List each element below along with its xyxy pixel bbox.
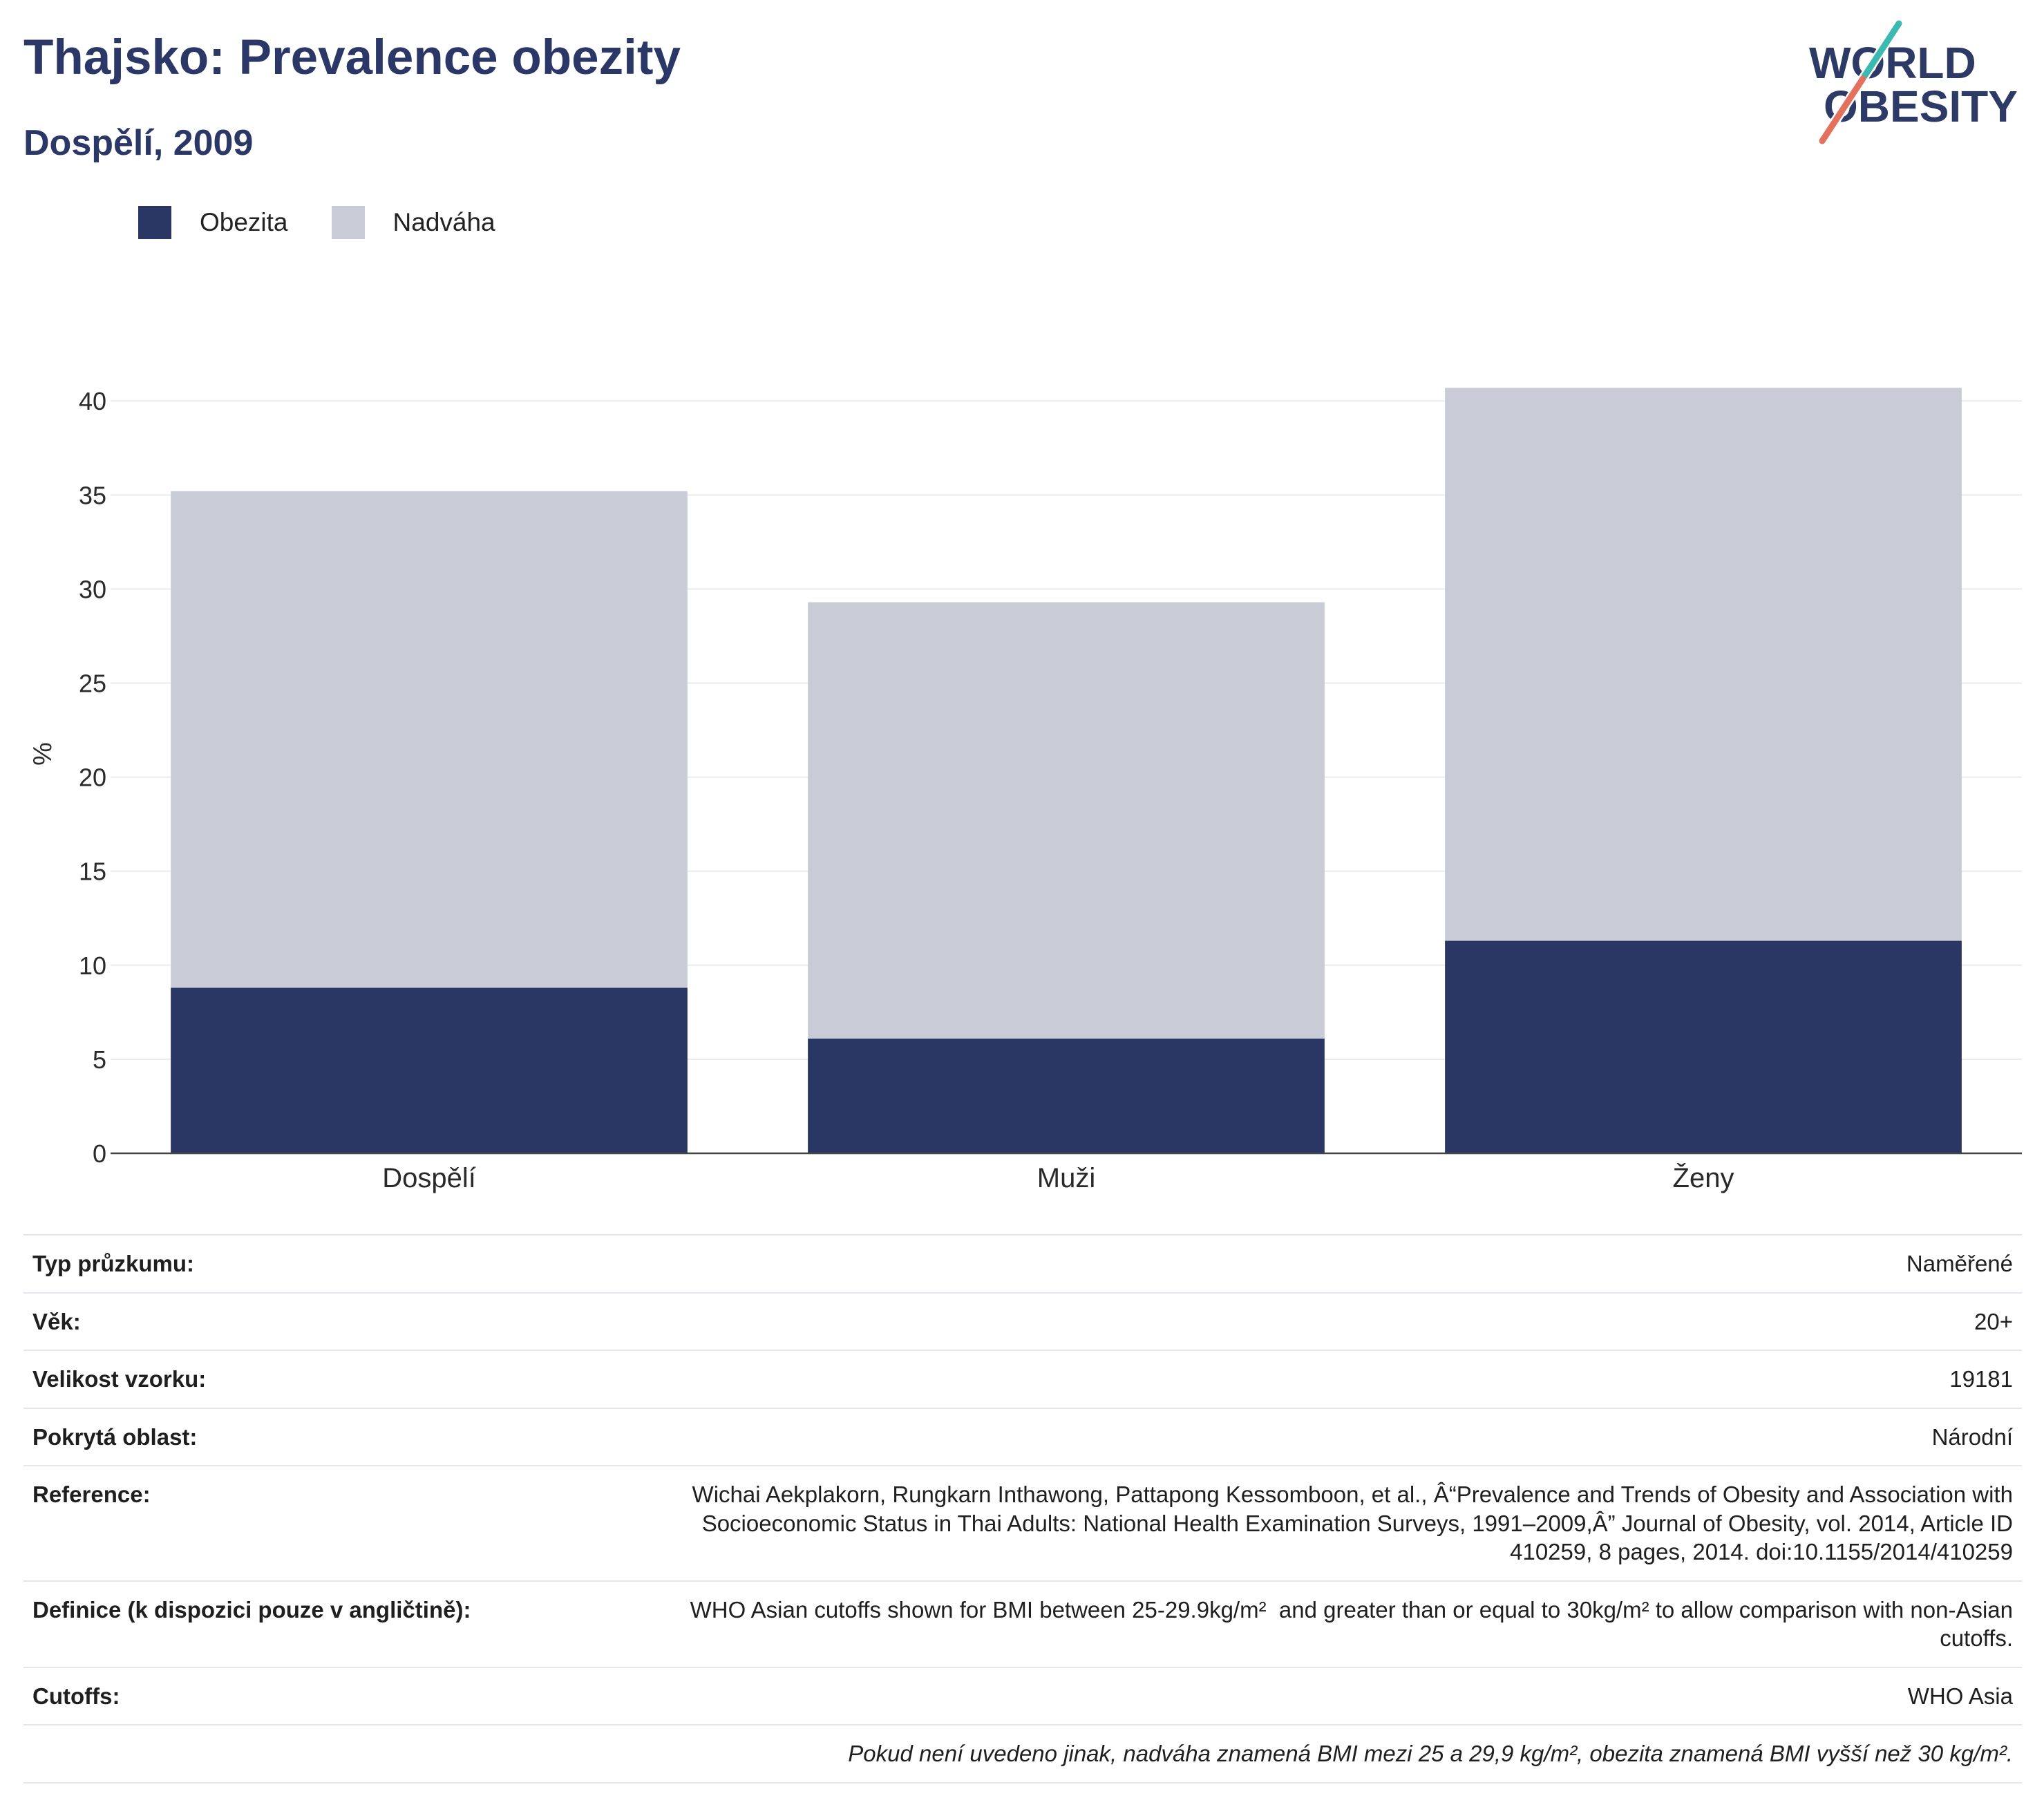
info-row-sample-size: Velikost vzorku: 19181 xyxy=(23,1350,2022,1408)
bmi-definition-note: Pokud není uvedeno jinak, nadváha znamen… xyxy=(848,1741,2013,1766)
y-tick-label: 15 xyxy=(79,858,106,886)
chart-legend: Obezita Nadváha xyxy=(138,206,539,239)
definition-value: WHO Asian cutoffs shown for BMI between … xyxy=(690,1596,2020,1652)
x-axis-tick-labels: Dospělí Muži Ženy xyxy=(382,1162,1734,1193)
survey-info-table: Typ průzkumu: Naměřené Věk: 20+ Velikost… xyxy=(23,1234,2022,1784)
bar-obezita-muzi xyxy=(808,1038,1325,1153)
legend-swatch-obezita xyxy=(138,206,171,239)
cutoffs-value: WHO Asia xyxy=(1907,1683,2013,1709)
legend-label-nadvaha: Nadváha xyxy=(392,208,495,236)
y-tick-label: 5 xyxy=(93,1046,106,1074)
legend-label-obezita: Obezita xyxy=(200,208,288,236)
info-row-age: Věk: 20+ xyxy=(23,1292,2022,1350)
survey-type-label: Typ průzkumu: xyxy=(32,1251,195,1276)
survey-type-value: Naměřené xyxy=(1906,1251,2013,1276)
age-value: 20+ xyxy=(1974,1308,2013,1334)
bar-obezita-dospeli xyxy=(171,987,688,1153)
coverage-value: Národní xyxy=(1931,1424,2013,1450)
bar-nadvaha-zeny xyxy=(1445,388,1962,941)
y-axis-tick-labels: 0 5 10 15 20 25 30 35 40 xyxy=(79,387,106,1168)
info-row-survey-type: Typ průzkumu: Naměřené xyxy=(23,1234,2022,1292)
x-tick-label-muzi: Muži xyxy=(1037,1163,1095,1193)
reference-value: Wichai Aekplakorn, Rungkarn Inthawong, P… xyxy=(692,1482,2020,1564)
info-row-cutoffs: Cutoffs: WHO Asia xyxy=(23,1666,2022,1725)
bar-nadvaha-muzi xyxy=(808,602,1325,1039)
chart-subtitle: Dospělí, 2009 xyxy=(23,123,254,163)
y-tick-label: 35 xyxy=(79,481,106,509)
y-tick-label: 10 xyxy=(79,952,106,980)
y-tick-label: 40 xyxy=(79,387,106,415)
logo-slash-teal xyxy=(1861,20,1902,79)
legend-swatch-nadvaha xyxy=(331,206,365,239)
logo-slash-coral xyxy=(1819,75,1866,144)
bar-obezita-zeny xyxy=(1445,940,1962,1153)
y-tick-label: 20 xyxy=(79,764,106,792)
x-tick-label-dospeli: Dospělí xyxy=(382,1163,476,1193)
sample-size-label: Velikost vzorku: xyxy=(32,1366,207,1392)
info-row-reference: Reference: Wichai Aekplakorn, Rungkarn I… xyxy=(23,1465,2022,1580)
bars xyxy=(171,388,1962,1153)
info-row-note: Pokud není uvedeno jinak, nadváha znamen… xyxy=(23,1724,2022,1782)
definition-label: Definice (k dispozici pouze v angličtině… xyxy=(32,1596,471,1623)
reference-label: Reference: xyxy=(32,1482,151,1507)
info-row-coverage: Pokrytá oblast: Národní xyxy=(23,1407,2022,1466)
y-axis-label: % xyxy=(28,742,57,766)
y-tick-label: 0 xyxy=(93,1139,106,1168)
logo-word-world: WORLD xyxy=(1809,38,1976,88)
legend-item-nadvaha[interactable]: Nadváha xyxy=(331,206,495,239)
age-label: Věk: xyxy=(32,1308,81,1334)
coverage-label: Pokrytá oblast: xyxy=(32,1424,198,1450)
y-tick-label: 25 xyxy=(79,670,106,698)
bar-nadvaha-dospeli xyxy=(171,491,688,988)
info-row-definition: Definice (k dispozici pouze v angličtině… xyxy=(23,1580,2022,1667)
cutoffs-label: Cutoffs: xyxy=(32,1683,120,1709)
x-tick-label-zeny: Ženy xyxy=(1673,1162,1734,1193)
chart-title: Thajsko: Prevalence obezity xyxy=(23,30,681,85)
stacked-bar-chart: 0 5 10 15 20 25 30 35 40 Dospělí Muži Ženy% xyxy=(28,387,2022,1193)
sample-size-value: 19181 xyxy=(1949,1366,2013,1392)
world-obesity-logo: WORLD OBESITY xyxy=(1797,14,2025,152)
y-tick-label: 30 xyxy=(79,575,106,603)
logo-slash-icon xyxy=(1817,19,1904,146)
legend-item-obezita[interactable]: Obezita xyxy=(138,206,288,239)
